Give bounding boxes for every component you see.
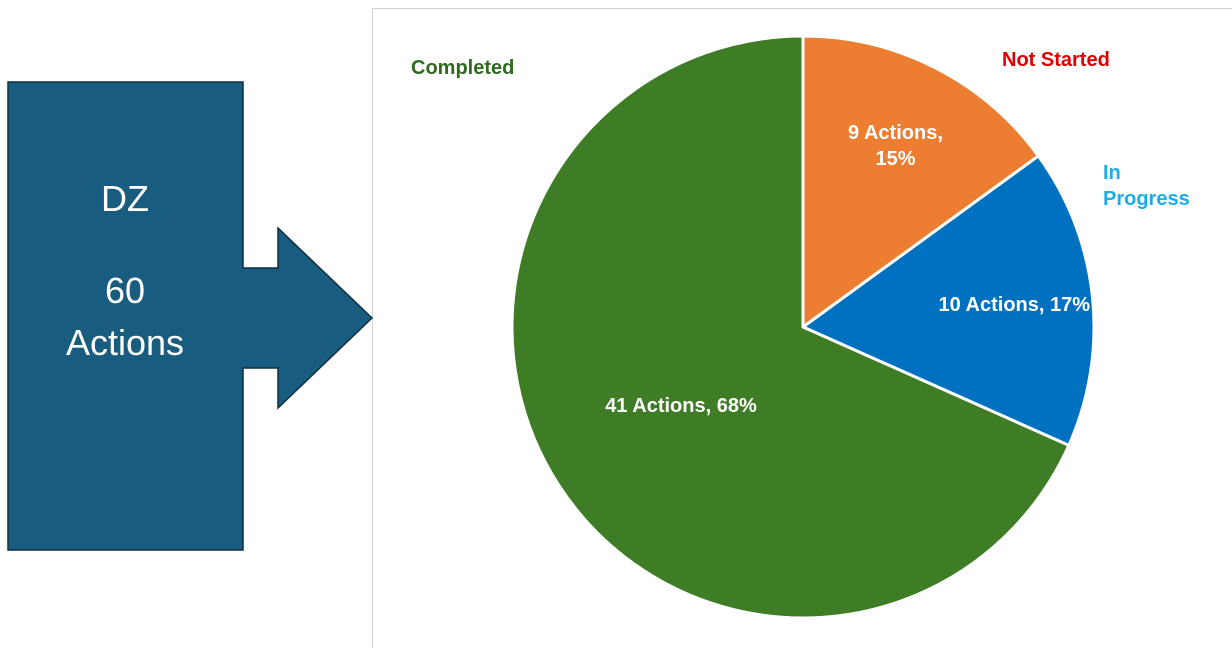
pie-slice: [800, 153, 1096, 448]
pie-slice: [510, 34, 1071, 620]
callout-arrow: [7, 81, 374, 551]
category-label: Completed: [411, 57, 515, 79]
value-label: 9 Actions, 15%: [848, 121, 943, 170]
category-label: In Progress: [1103, 162, 1190, 210]
category-label: Not Started: [1002, 49, 1110, 71]
value-label: 10 Actions, 17%: [938, 293, 1091, 316]
callout-title: DZ: [101, 178, 149, 219]
pie-slice: [801, 34, 1041, 330]
callout-total: 60 Actions: [65, 270, 185, 363]
value-label: 41 Actions, 68%: [605, 395, 757, 418]
